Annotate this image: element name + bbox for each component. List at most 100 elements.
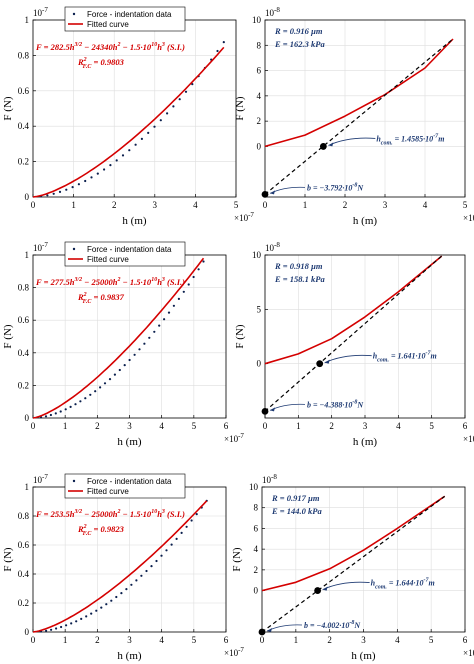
fit-equation: F = 277.5h3/2 − 25000h2 − 1.5·1010h3 (S.… — [35, 277, 185, 287]
b-arrowhead — [267, 628, 272, 633]
x-exponent-base: ×10 — [224, 434, 239, 444]
x-tick-label: 5 — [192, 421, 197, 431]
x-tick-label: 6 — [224, 635, 229, 645]
eq-h1: h — [70, 277, 75, 287]
b-arrow — [269, 186, 306, 194]
data-point — [187, 283, 190, 286]
x-tick-label: 1 — [296, 421, 301, 431]
x-tick-label: 0 — [31, 421, 36, 431]
x-exponent-power: -7 — [248, 211, 254, 219]
eq-pow-c: 10 — [151, 509, 157, 515]
data-point — [140, 574, 143, 577]
data-point — [165, 549, 168, 552]
y-tick-label: 0 — [257, 141, 262, 151]
eq-pow3: 3 — [161, 42, 165, 48]
y-tick-label: 0.6 — [18, 86, 30, 96]
y-exponent: 10-7 — [33, 6, 48, 18]
x-exponent: ×10-7 — [234, 211, 254, 223]
hcom-sub: com. — [377, 358, 389, 364]
r2-label: R — [77, 524, 84, 534]
hcom-annotation: hcom. = 1.641·10-7m — [373, 351, 437, 364]
x-tick-label: 3 — [361, 635, 366, 645]
r2-value: = 0.9803 — [91, 57, 124, 67]
eq-h3: h — [157, 509, 162, 519]
y-exponent-base: 10 — [33, 475, 43, 485]
fitted-curve — [32, 257, 205, 419]
x-tick-label: 3 — [383, 200, 388, 210]
r2-value: = 0.9837 — [91, 292, 124, 302]
y-tick-label: 2 — [257, 116, 262, 126]
y-exponent-base: 10 — [265, 8, 275, 18]
r2-sub: F.C — [83, 531, 93, 537]
x-tick-label: 0 — [260, 635, 265, 645]
y-tick-label: 1 — [25, 482, 30, 492]
x-tick-label: 6 — [224, 421, 229, 431]
x-exponent-power: -7 — [238, 646, 244, 654]
data-point — [192, 275, 195, 279]
data-point — [172, 105, 175, 108]
data-point — [79, 400, 82, 403]
data-point — [77, 183, 80, 186]
y-tick-label: 0.6 — [18, 540, 30, 550]
x-exponent: ×10-7 — [463, 211, 474, 223]
y-tick-label: 0 — [254, 586, 259, 596]
eq-term-d: (S.I.) — [165, 509, 185, 519]
y-tick-label: 8 — [257, 40, 262, 50]
hcom-unit: m — [428, 579, 434, 588]
data-point — [46, 194, 49, 197]
x-tick-label: 1 — [71, 200, 76, 210]
eq-pow1: 3/2 — [73, 277, 82, 283]
x-tick-label: 4 — [193, 200, 198, 210]
data-point — [135, 579, 138, 582]
y-tick-label: 0.2 — [18, 157, 29, 167]
legend-marker-data — [72, 247, 76, 251]
eq-pow3: 3 — [161, 509, 165, 515]
x-exponent: ×10-7 — [224, 646, 244, 658]
data-point — [123, 364, 126, 367]
data-point — [180, 531, 183, 535]
eq-pow-c: 10 — [151, 277, 157, 283]
fitted-curve — [32, 46, 225, 198]
x-tick-label: 4 — [159, 635, 164, 645]
eq-pow2: 2 — [117, 42, 121, 48]
x-tick-label: 5 — [192, 635, 197, 645]
legend-entry-fit: Fitted curve — [87, 255, 129, 264]
x-tick-label: 0 — [31, 635, 36, 645]
data-point — [99, 386, 102, 389]
data-point — [55, 627, 58, 630]
fitted-curve — [261, 495, 446, 592]
x-axis-label: h (m) — [353, 215, 377, 227]
eq-pow-c: 10 — [151, 42, 157, 48]
b-arrowhead — [270, 190, 275, 195]
data-point — [110, 599, 113, 602]
data-point — [100, 606, 103, 609]
data-point — [90, 612, 93, 615]
data-point — [160, 554, 163, 557]
b-annotation: b = −3.792·10-8N — [307, 182, 364, 192]
legend-entry-fit: Fitted curve — [87, 487, 129, 496]
y-tick-label: 0 — [25, 192, 30, 202]
data-point — [128, 358, 131, 362]
eq-term-a: F = 253.5 — [35, 509, 70, 519]
r2-value: = 0.9823 — [91, 524, 124, 534]
x-exponent-base: ×10 — [224, 648, 239, 658]
radius-label: R = 0.918 µm — [274, 261, 323, 271]
x-axis-label: h (m) — [351, 650, 375, 662]
data-point — [113, 373, 116, 376]
data-point — [216, 49, 219, 53]
y-exponent-base: 10 — [265, 243, 275, 253]
legend-box — [64, 473, 186, 499]
x-tick-label: 2 — [343, 200, 348, 210]
eq-term-d: (S.I.) — [165, 277, 185, 287]
x-tick-label: 2 — [95, 635, 100, 645]
eq-h1: h — [70, 42, 75, 52]
y-exponent-power: -7 — [42, 6, 48, 14]
x-exponent-base: ×10 — [234, 213, 249, 223]
data-point — [44, 415, 48, 418]
tangent-line — [264, 38, 454, 195]
x-tick-label: 3 — [363, 421, 368, 431]
y-exponent-base: 10 — [262, 475, 272, 485]
eq-h2: h — [113, 277, 118, 287]
